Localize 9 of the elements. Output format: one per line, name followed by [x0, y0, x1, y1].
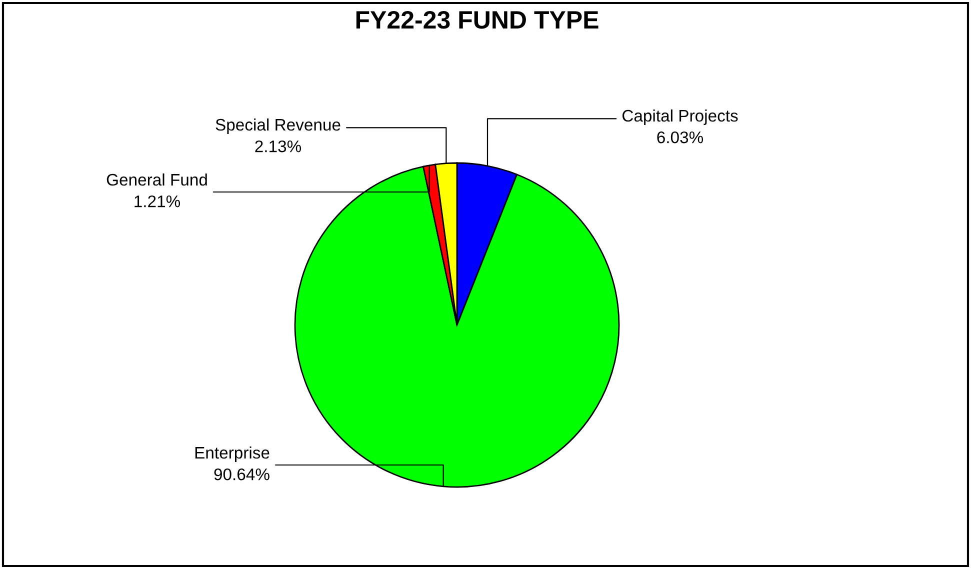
chart-title: FY22-23 FUND TYPE	[356, 11, 598, 29]
slice-label: Capital Projects	[622, 109, 738, 125]
data-label: 1.21%	[134, 195, 180, 208]
slice-label: Enterprise	[195, 446, 270, 462]
data-label: 2.13%	[255, 140, 302, 152]
data-label: 90.64%	[214, 468, 270, 480]
slice-label: General Fund	[106, 173, 207, 186]
slice-label: Special Revenue	[216, 118, 340, 134]
data-label: 6.03%	[657, 131, 704, 144]
